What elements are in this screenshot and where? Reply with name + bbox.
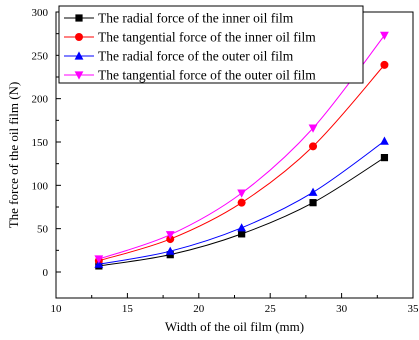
legend-marker	[75, 33, 83, 41]
legend-box	[58, 5, 364, 84]
data-point	[94, 259, 104, 268]
legend-marker	[74, 71, 84, 80]
data-point	[380, 31, 389, 40]
x-tick-label: 35	[408, 303, 419, 315]
data-point	[308, 187, 318, 196]
data-point	[309, 199, 317, 207]
y-axis: 0 50 100 150 200 250 300	[32, 7, 61, 279]
x-axis: 10 15 20 25 30 35	[51, 293, 419, 315]
y-tick-label: 300	[32, 7, 49, 19]
data-point	[380, 60, 389, 69]
series-line	[98, 64, 385, 262]
y-tick-label: 200	[32, 94, 49, 106]
data-point	[165, 246, 175, 255]
series-3	[94, 136, 389, 268]
y-tick-label: 100	[32, 180, 49, 192]
x-tick-label: 20	[193, 303, 205, 315]
data-point	[237, 198, 246, 207]
x-tick-label: 30	[336, 303, 348, 315]
data-point	[380, 136, 389, 145]
legend-label: The radial force of the outer oil film	[98, 49, 294, 64]
legend-marker	[75, 14, 83, 22]
series-line	[98, 157, 385, 267]
legend-item: The tangential force of the inner oil fi…	[64, 30, 316, 45]
data-point	[309, 142, 318, 151]
y-tick-label: 250	[32, 50, 49, 62]
series-4	[94, 31, 389, 264]
legend-marker	[74, 51, 84, 60]
data-point	[237, 189, 247, 198]
legend: The radial force of the inner oil film Th…	[58, 5, 364, 84]
legend-label: The tangential force of the outer oil fi…	[98, 68, 316, 83]
legend-label: The tangential force of the inner oil fi…	[98, 30, 316, 45]
x-tick-label: 25	[265, 303, 277, 315]
series-layer	[94, 31, 389, 270]
data-point	[308, 124, 318, 133]
x-tick-label: 10	[51, 303, 63, 315]
y-tick-label: 0	[43, 267, 49, 279]
y-axis-title: The force of the oil film (N)	[6, 82, 21, 229]
data-point	[237, 223, 247, 232]
legend-item: The radial force of the outer oil film	[64, 49, 294, 64]
x-axis-title: Width of the oil film (mm)	[165, 319, 304, 334]
x-tick-label: 15	[122, 303, 134, 315]
data-point	[380, 154, 389, 162]
data-point	[165, 231, 175, 240]
legend-label: The radial force of the inner oil film	[98, 11, 294, 26]
data-point	[94, 255, 104, 264]
legend-item: The tangential force of the outer oil fi…	[64, 68, 316, 83]
legend-item: The radial force of the inner oil film	[64, 11, 294, 26]
y-tick-label: 50	[37, 224, 49, 236]
data-point	[238, 230, 246, 238]
y-tick-label: 150	[32, 137, 49, 149]
